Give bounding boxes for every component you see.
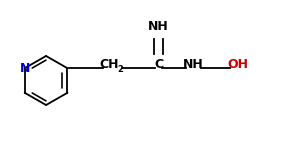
Text: N: N <box>19 62 30 75</box>
Text: CH: CH <box>100 58 119 71</box>
Text: C: C <box>154 58 163 71</box>
Text: OH: OH <box>227 58 248 71</box>
Text: NH: NH <box>148 20 169 33</box>
Text: NH: NH <box>183 58 203 71</box>
Text: 2: 2 <box>118 65 123 74</box>
